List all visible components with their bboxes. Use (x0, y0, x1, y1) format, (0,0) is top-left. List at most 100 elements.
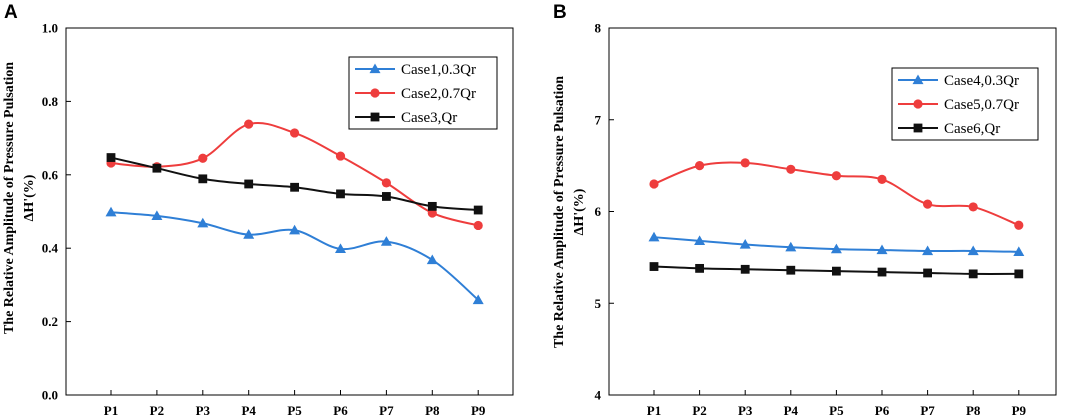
a-series-1-point (380, 236, 392, 246)
a-legend-marker-3 (370, 112, 380, 122)
a-legend-label-2: Case2,0.7Qr (401, 86, 476, 102)
a-series-line-2 (110, 122, 479, 227)
panel-a: A The Relative Amplitude of Pressure Pul… (2, 2, 514, 417)
a-series-3-point (427, 201, 437, 211)
a-series-1-point (151, 210, 163, 221)
a-xtick-label: P4 (241, 403, 256, 417)
a-ytick-label: 0.6 (42, 167, 59, 182)
panel-b-legend: Case4,0.3Qr Case5,0.7Qr Case6,Qr (891, 67, 1039, 141)
b-xtick-label: P4 (784, 403, 799, 417)
a-legend-label-1: Case1,0.3Qr (401, 62, 476, 78)
b-series-1-point (967, 245, 979, 256)
b-series-3-point (923, 268, 932, 278)
a-xtick-label: P5 (287, 403, 302, 417)
b-series-1-point (694, 235, 706, 245)
panel-b-y-ticks: 4 5 6 7 8 (595, 21, 614, 403)
b-series-2-point (968, 202, 978, 212)
b-legend-marker-1 (912, 74, 924, 85)
b-series-3-point (877, 267, 887, 277)
a-ytick-label: 0.2 (42, 314, 58, 329)
a-series-1-point (105, 206, 117, 217)
a-legend-label-3: Case3,Qr (401, 110, 457, 126)
b-xtick-label: P8 (966, 403, 981, 417)
b-xtick-label: P7 (920, 403, 935, 417)
b-series-3-point (786, 265, 796, 275)
panel-a-x-ticks: P1 P2 P3 P4 P5 P6 P7 P8 P9 (104, 390, 486, 417)
b-xtick-label: P6 (875, 403, 890, 417)
b-xtick-label: P5 (829, 403, 844, 417)
a-xtick-label: P8 (425, 403, 440, 417)
b-series-3-point (968, 269, 978, 279)
b-legend-label-3: Case6,Qr (944, 121, 1000, 137)
a-series-3-point (198, 174, 208, 184)
b-series-3-point (649, 262, 659, 271)
a-series-1-point (426, 254, 438, 265)
b-series-2-point (831, 171, 842, 181)
b-series-2-point (923, 199, 933, 209)
b-series-1-point (648, 231, 660, 242)
panel-b-series (648, 158, 1025, 279)
b-xtick-label: P3 (738, 403, 753, 417)
b-legend-marker-2 (913, 99, 923, 109)
a-series-2-point (473, 220, 483, 231)
b-series-2-point (740, 158, 750, 168)
a-legend-marker-2 (370, 88, 380, 98)
b-series-1-point (785, 241, 797, 252)
panel-a-plot-frame (65, 27, 514, 396)
a-series-2-point (198, 153, 208, 163)
panel-b-label: B (553, 2, 567, 23)
b-ytick-label: 5 (595, 296, 602, 311)
a-xtick-label: P7 (379, 403, 394, 417)
b-ytick-label: 4 (595, 388, 602, 403)
panel-b-ylabel-line2: ΔH'(%) (572, 188, 587, 235)
a-xtick-label: P9 (471, 403, 486, 417)
b-legend-label-2: Case5,0.7Qr (944, 97, 1019, 113)
a-xtick-label: P1 (104, 403, 118, 417)
a-series-1-point (197, 217, 209, 228)
a-ytick-label: 0.8 (42, 94, 59, 109)
a-legend-marker-1 (369, 63, 381, 74)
panel-a-ylabel-line2: ΔH'(%) (22, 174, 37, 221)
a-ytick-label: 0.4 (42, 241, 59, 256)
panel-a-series (105, 119, 484, 305)
b-series-3-point (832, 266, 841, 276)
b-series-2-point (786, 164, 796, 174)
panel-a-ylabel-line1: The Relative Amplitude of Pressure Pulsa… (2, 62, 17, 334)
b-series-2-point (1014, 220, 1024, 230)
b-xtick-label: P2 (692, 403, 706, 417)
b-series-2-point (695, 161, 705, 171)
a-ytick-label: 0.0 (42, 388, 58, 403)
b-legend-label-1: Case4,0.3Qr (944, 73, 1019, 89)
a-series-3-point (244, 179, 254, 189)
b-xtick-label: P1 (647, 403, 661, 417)
a-series-3-point (106, 153, 116, 162)
panel-b-ylabel-line1: The Relative Amplitude of Pressure Pulsa… (552, 76, 567, 348)
panel-b-x-ticks: P1 P2 P3 P4 P5 P6 P7 P8 P9 (647, 390, 1027, 417)
a-series-3-point (382, 192, 391, 201)
a-series-3-point (336, 189, 345, 199)
b-series-2-point (877, 174, 887, 184)
a-xtick-label: P6 (333, 403, 348, 417)
a-series-3-point (290, 182, 299, 192)
a-xtick-label: P3 (196, 403, 211, 417)
b-series-1-point (739, 239, 751, 249)
b-series-2-point (649, 179, 659, 189)
a-ytick-label: 1.0 (42, 21, 58, 36)
a-series-1-point (243, 229, 255, 239)
panel-a-label: A (4, 2, 18, 23)
a-series-2-point (244, 119, 254, 129)
panel-b: B The Relative Amplitude of Pressure Pul… (552, 2, 1057, 417)
a-series-1-point (289, 224, 301, 235)
b-legend-marker-3 (913, 123, 923, 133)
b-ytick-label: 8 (595, 21, 602, 36)
b-series-1-point (922, 245, 934, 256)
panel-a-y-ticks: 0.0 0.2 0.4 0.6 0.8 1.0 (42, 21, 71, 403)
a-series-1-point (335, 243, 346, 254)
b-ytick-label: 6 (595, 204, 602, 219)
b-series-3-point (695, 263, 704, 273)
a-series-2-point (335, 151, 346, 161)
a-series-2-point (381, 178, 391, 188)
b-series-1-point (830, 243, 842, 254)
b-series-1-point (1013, 246, 1025, 256)
